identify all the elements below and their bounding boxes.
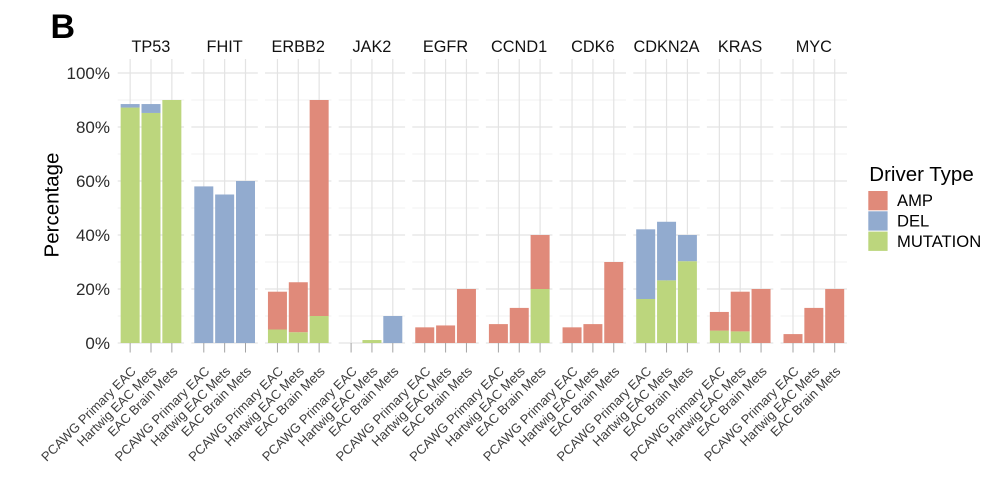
svg-text:B: B [51,8,76,46]
svg-text:EGFR: EGFR [423,38,468,56]
svg-text:CDKN2A: CDKN2A [633,38,699,56]
svg-text:CDK6: CDK6 [571,38,614,56]
svg-text:TP53: TP53 [131,38,170,56]
svg-text:MUTATION: MUTATION [897,232,981,251]
svg-text:DEL: DEL [897,212,929,231]
svg-text:JAK2: JAK2 [352,38,391,56]
svg-text:20%: 20% [76,280,110,299]
svg-text:60%: 60% [76,172,110,191]
svg-text:40%: 40% [76,226,110,245]
svg-text:Driver Type: Driver Type [869,163,973,186]
svg-text:Percentage: Percentage [41,153,64,258]
svg-text:100%: 100% [67,64,110,83]
svg-text:80%: 80% [76,118,110,137]
svg-text:AMP: AMP [897,191,933,210]
svg-text:CCND1: CCND1 [491,38,547,56]
svg-text:MYC: MYC [796,38,832,56]
svg-text:KRAS: KRAS [718,38,762,56]
svg-text:0%: 0% [85,334,110,353]
svg-text:FHIT: FHIT [207,38,243,56]
svg-text:ERBB2: ERBB2 [271,38,324,56]
